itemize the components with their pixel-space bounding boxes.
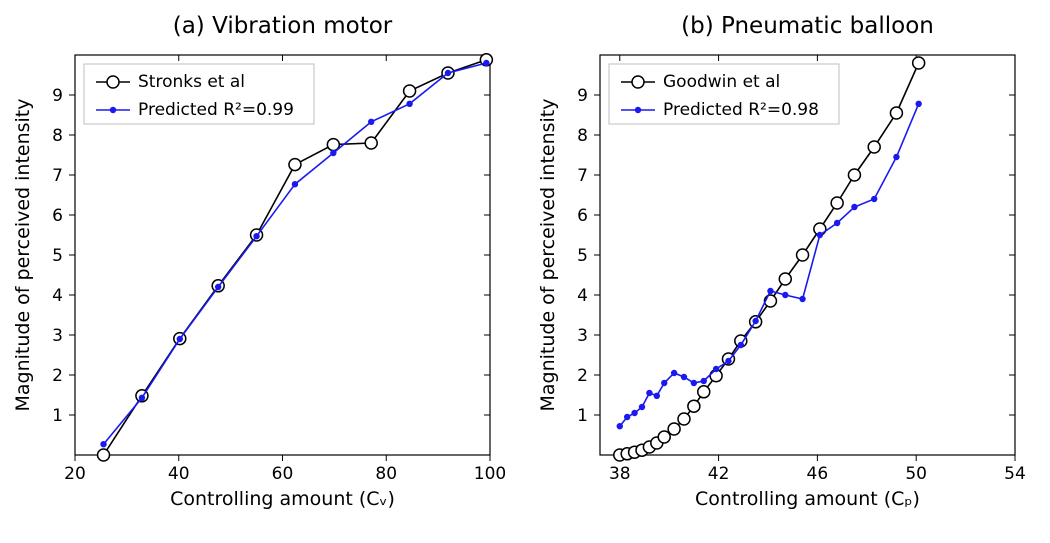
marker-pred [701, 378, 707, 384]
y-axis-label: Magnitude of perceived intensity [12, 98, 34, 411]
marker-ref [890, 107, 902, 119]
figure: 20 40 60 80 100 1 2 3 4 5 6 7 8 9 Controlling amount (… [0, 0, 1050, 539]
x-tick-label: 40 [168, 464, 190, 484]
marker-pred [661, 380, 667, 386]
marker-pred [177, 336, 183, 342]
x-axis-label: Controlling amount (Cₚ) [695, 488, 920, 510]
marker-pred [100, 441, 106, 447]
legend-label: Goodwin et al [663, 72, 780, 92]
x-tick-label: 50 [905, 464, 927, 484]
x-tick-label: 20 [64, 464, 86, 484]
marker-pred [767, 288, 773, 294]
marker-pred [817, 232, 823, 238]
marker-pred [893, 154, 899, 160]
legend-label: Predicted R²=0.98 [663, 100, 819, 120]
marker-ref [658, 431, 670, 443]
marker-pred [483, 60, 489, 66]
marker-pred [253, 233, 259, 239]
marker-pred [738, 342, 744, 348]
x-tick-label: 100 [474, 464, 506, 484]
marker-ref [678, 413, 690, 425]
marker-pred [834, 220, 840, 226]
legend-marker-pred [635, 107, 641, 113]
marker-pred [851, 204, 857, 210]
x-tick-label: 38 [609, 464, 631, 484]
marker-pred [654, 393, 660, 399]
marker-pred [691, 380, 697, 386]
marker-pred [915, 101, 921, 107]
marker-pred [445, 70, 451, 76]
y-tick-label: 4 [52, 286, 63, 306]
marker-ref [831, 197, 843, 209]
panel-title: (a) Vibration motor [173, 13, 393, 39]
marker-pred [215, 284, 221, 290]
x-tick-label: 54 [1004, 464, 1026, 484]
x-tick-label: 80 [375, 464, 397, 484]
panel-title: (b) Pneumatic balloon [681, 13, 934, 39]
marker-pred [671, 370, 677, 376]
marker-ref [797, 249, 809, 261]
y-tick-label: 9 [577, 86, 588, 106]
y-tick-label: 3 [577, 326, 588, 346]
marker-ref [848, 169, 860, 181]
marker-ref [698, 386, 710, 398]
y-tick-label: 2 [52, 366, 63, 386]
x-axis-label: Controlling amount (Cᵥ) [170, 488, 395, 510]
marker-pred [799, 296, 805, 302]
legend-marker-pred [110, 107, 116, 113]
marker-pred [713, 366, 719, 372]
marker-ref [365, 137, 377, 149]
panel_b: 38 42 46 50 54 1 2 3 4 5 6 7 8 9 Controlling amount (C… [537, 13, 1026, 510]
y-tick-label: 7 [577, 166, 588, 186]
marker-pred [139, 395, 145, 401]
marker-pred [782, 292, 788, 298]
marker-pred [330, 150, 336, 156]
marker-ref [668, 423, 680, 435]
marker-pred [368, 119, 374, 125]
marker-ref [404, 85, 416, 97]
marker-pred [871, 196, 877, 202]
marker-ref [868, 141, 880, 153]
marker-ref [779, 273, 791, 285]
marker-pred [646, 390, 652, 396]
y-tick-label: 9 [52, 86, 63, 106]
figure-svg: 20 40 60 80 100 1 2 3 4 5 6 7 8 9 Controlling amount (… [0, 0, 1050, 539]
x-tick-label: 60 [272, 464, 294, 484]
marker-ref [688, 400, 700, 412]
legend-marker-ref [632, 76, 644, 88]
marker-ref [98, 449, 110, 461]
x-tick-label: 42 [708, 464, 730, 484]
legend-marker-ref [107, 76, 119, 88]
y-tick-label: 6 [577, 206, 588, 226]
marker-pred [624, 414, 630, 420]
x-tick-label: 46 [807, 464, 829, 484]
marker-pred [639, 404, 645, 410]
y-tick-label: 5 [577, 246, 588, 266]
marker-pred [725, 358, 731, 364]
marker-pred [681, 374, 687, 380]
y-tick-label: 2 [577, 366, 588, 386]
y-axis-label: Magnitude of perceived intensity [537, 98, 559, 411]
marker-pred [617, 423, 623, 429]
y-tick-label: 4 [577, 286, 588, 306]
y-tick-label: 7 [52, 166, 63, 186]
legend-label: Predicted R²=0.99 [138, 100, 294, 120]
y-tick-label: 3 [52, 326, 63, 346]
y-tick-label: 8 [52, 126, 63, 146]
marker-pred [406, 101, 412, 107]
panel_a: 20 40 60 80 100 1 2 3 4 5 6 7 8 9 Controlling amount (… [12, 13, 506, 510]
y-tick-label: 6 [52, 206, 63, 226]
marker-ref [913, 57, 925, 69]
y-tick-label: 8 [577, 126, 588, 146]
marker-pred [631, 410, 637, 416]
y-tick-label: 1 [52, 406, 63, 426]
y-tick-label: 1 [577, 406, 588, 426]
marker-ref [289, 159, 301, 171]
legend-label: Stronks et al [138, 72, 245, 92]
y-tick-label: 5 [52, 246, 63, 266]
marker-pred [292, 181, 298, 187]
marker-pred [752, 318, 758, 324]
